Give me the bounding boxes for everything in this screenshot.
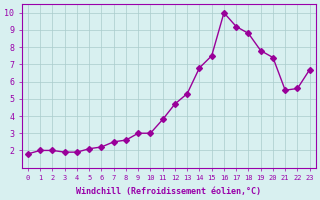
X-axis label: Windchill (Refroidissement éolien,°C): Windchill (Refroidissement éolien,°C) [76, 187, 261, 196]
